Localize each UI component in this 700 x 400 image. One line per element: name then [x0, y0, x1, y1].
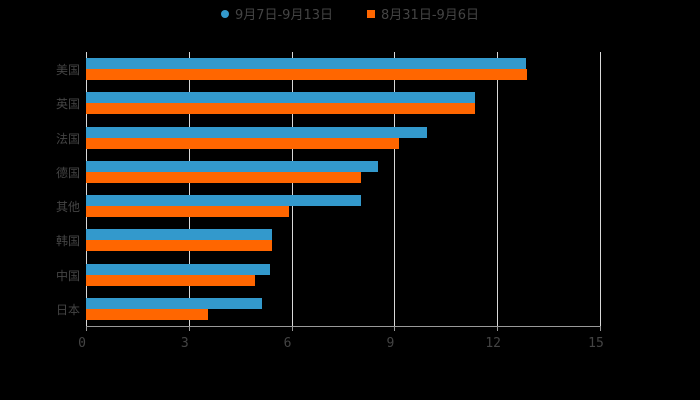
bar-sep7-13[interactable]	[86, 92, 475, 104]
x-tick-label: 12	[485, 336, 502, 351]
gridline	[291, 52, 293, 326]
x-tick-label: 15	[588, 336, 604, 351]
category-label: 法国	[55, 131, 80, 146]
category-label: 美国	[55, 63, 80, 78]
x-tick	[188, 326, 190, 331]
x-tick	[497, 326, 499, 331]
category-label: 英国	[55, 97, 80, 112]
x-tick	[291, 326, 293, 331]
category-label: 德国	[55, 165, 80, 180]
chart-legend: 9月7日-9月13日 8月31日-9月6日	[0, 4, 700, 23]
bar-aug31-sep6[interactable]	[86, 308, 208, 320]
bar-sep7-13[interactable]	[86, 126, 427, 138]
bar-sep7-13[interactable]	[86, 229, 273, 241]
legend-circle-icon	[220, 9, 229, 18]
category-label: 日本	[55, 302, 80, 317]
bar-aug31-sep6[interactable]	[86, 69, 527, 81]
bar-aug31-sep6[interactable]	[86, 103, 475, 115]
bar-aug31-sep6[interactable]	[86, 274, 255, 286]
plot-area	[86, 52, 601, 326]
bar-aug31-sep6[interactable]	[86, 206, 289, 218]
bar-sep7-13[interactable]	[86, 195, 361, 207]
x-axis-line	[86, 326, 600, 327]
gridline	[497, 52, 499, 326]
bar-sep7-13[interactable]	[86, 58, 527, 70]
bar-aug31-sep6[interactable]	[86, 171, 361, 183]
legend-square-icon	[367, 9, 375, 18]
category-label: 韩国	[55, 234, 80, 249]
gridline	[188, 52, 190, 326]
x-tick-label: 6	[283, 336, 292, 351]
x-tick	[394, 326, 396, 331]
legend-item-aug31-sep6[interactable]: 8月31日-9月6日	[367, 4, 479, 23]
bar-sep7-13[interactable]	[86, 263, 270, 275]
x-tick-label: 9	[386, 336, 395, 351]
bar-sep7-13[interactable]	[86, 160, 378, 172]
x-tick-label: 3	[180, 336, 189, 351]
gridline	[394, 52, 396, 326]
x-tick-label: 0	[78, 336, 86, 351]
category-label: 其他	[55, 200, 80, 215]
legend-label: 9月7日-9月13日	[234, 8, 333, 23]
legend-label: 8月31日-9月6日	[381, 8, 480, 23]
x-tick	[600, 326, 601, 331]
gridline	[600, 52, 601, 326]
category-label: 中国	[55, 268, 80, 283]
y-axis-line	[86, 52, 87, 326]
bar-sep7-13[interactable]	[86, 297, 263, 309]
legend-item-sep7-13[interactable]: 9月7日-9月13日	[220, 4, 333, 23]
bar-aug31-sep6[interactable]	[86, 137, 399, 149]
x-tick	[86, 326, 87, 331]
bar-aug31-sep6[interactable]	[86, 240, 273, 252]
